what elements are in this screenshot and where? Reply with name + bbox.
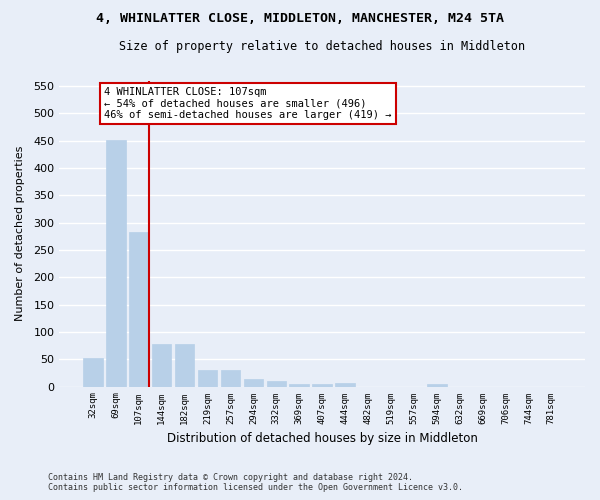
Bar: [152, 344, 172, 387]
Bar: [83, 358, 103, 386]
Text: 4, WHINLATTER CLOSE, MIDDLETON, MANCHESTER, M24 5TA: 4, WHINLATTER CLOSE, MIDDLETON, MANCHEST…: [96, 12, 504, 26]
Bar: [221, 370, 240, 386]
Bar: [175, 344, 194, 387]
Bar: [244, 379, 263, 386]
Title: Size of property relative to detached houses in Middleton: Size of property relative to detached ho…: [119, 40, 525, 53]
Bar: [335, 382, 355, 386]
Bar: [289, 384, 309, 386]
Bar: [266, 381, 286, 386]
Bar: [129, 232, 149, 386]
Bar: [313, 384, 332, 386]
Bar: [427, 384, 446, 386]
Text: Contains HM Land Registry data © Crown copyright and database right 2024.
Contai: Contains HM Land Registry data © Crown c…: [48, 473, 463, 492]
Y-axis label: Number of detached properties: Number of detached properties: [15, 146, 25, 321]
Bar: [106, 140, 125, 386]
X-axis label: Distribution of detached houses by size in Middleton: Distribution of detached houses by size …: [167, 432, 478, 445]
Text: 4 WHINLATTER CLOSE: 107sqm
← 54% of detached houses are smaller (496)
46% of sem: 4 WHINLATTER CLOSE: 107sqm ← 54% of deta…: [104, 87, 392, 120]
Bar: [198, 370, 217, 386]
